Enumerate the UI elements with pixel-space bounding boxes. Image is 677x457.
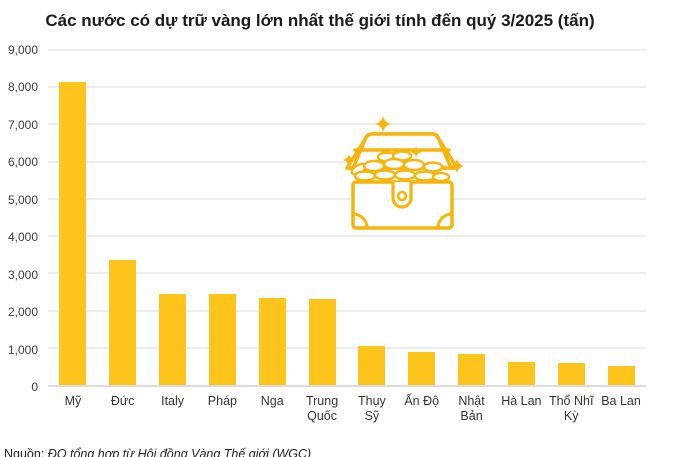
y-axis-tick-label: 8,000 [7, 80, 38, 95]
y-axis: 0 1,000 2,000 3,000 4,000 5,000 6,000 7,000 8,00… [0, 43, 48, 394]
bar-column [596, 50, 646, 385]
y-axis-tick-label: 9,000 [7, 43, 38, 57]
bar-column [48, 50, 98, 385]
bar [208, 294, 236, 385]
y-axis-tick-label: 5,000 [7, 192, 38, 207]
bar [408, 352, 436, 385]
gridline [48, 197, 646, 200]
bar-column [197, 50, 247, 385]
y-axis-tick-label: 7,000 [7, 117, 38, 132]
bar [258, 298, 286, 385]
x-axis-label: Nga [260, 394, 284, 408]
x-axis-label: Hà Lan [501, 394, 542, 408]
y-axis-tick-label: 2,000 [7, 305, 38, 320]
source-text: ĐQ tổng hợp từ Hội đồng Vàng Thế giới (W… [44, 447, 312, 457]
sparkle-icon [450, 159, 464, 173]
x-axis-label: Italy [161, 394, 185, 408]
bar [607, 365, 635, 385]
bar-column [247, 50, 297, 385]
gridline [48, 235, 646, 238]
plot-row: 0 1,000 2,000 3,000 4,000 5,000 6,000 7,000 8,00… [0, 43, 677, 394]
gridline [48, 123, 646, 126]
sparkle-icons [343, 116, 464, 173]
bar [507, 362, 535, 385]
bar-column [496, 50, 546, 385]
chart-canvas: Các nước có dự trữ vàng lớn nhất thế giớ… [0, 9, 677, 457]
bar [308, 299, 336, 385]
gold-coins-icon [350, 150, 451, 183]
x-axis-label: Ba Lan [601, 394, 641, 408]
gridline [48, 346, 646, 349]
bar [109, 260, 137, 385]
source-note: Nguồn: ĐQ tổng hợp từ Hội đồng Vàng Thế … [4, 447, 311, 457]
bar-column [546, 50, 596, 385]
bar [557, 362, 585, 385]
x-axis: Mỹ Đức Italy Pháp Nga Trung Quốc Thụy Sỹ Ấn Độ N… [0, 387, 677, 425]
y-axis-tick-label: 6,000 [7, 155, 38, 170]
sparkle-icon [410, 146, 422, 158]
x-axis-label: Pháp [207, 394, 237, 408]
bar [159, 293, 187, 385]
bar [59, 82, 87, 385]
chart-title: Các nước có dự trữ vàng lớn nhất thế giớ… [45, 11, 595, 30]
y-axis-tick-label: 1,000 [7, 342, 38, 357]
sparkle-icon [375, 116, 391, 132]
bar-column [397, 50, 447, 385]
bar-column [148, 50, 198, 385]
y-axis-tick-label: 0 [31, 380, 38, 394]
plot-area [48, 49, 646, 387]
treasure-chest-icon [341, 112, 467, 230]
gridline [48, 309, 646, 312]
x-axis-label: Nhật Bản [458, 394, 485, 424]
bar [458, 353, 486, 385]
gridline [48, 272, 646, 275]
bars-container [48, 50, 646, 385]
bar-column [447, 50, 497, 385]
sparkle-icon [343, 154, 355, 166]
y-axis-tick-label: 4,000 [7, 230, 38, 245]
bar-column [98, 50, 148, 385]
gridline [48, 49, 646, 51]
x-axis-label: Ấn Độ [404, 394, 440, 408]
x-axis-label: Mỹ [64, 394, 82, 408]
bar [358, 346, 386, 385]
x-axis-labels: Mỹ Đức Italy Pháp Nga Trung Quốc Thụy Sỹ Ấn Độ N… [48, 387, 646, 425]
x-axis-label: Thụy Sỹ [357, 394, 386, 424]
gridline [48, 86, 646, 89]
x-axis-label: Thổ Nhĩ Kỳ [548, 394, 594, 424]
x-axis-label: Đức [110, 394, 135, 408]
y-axis-tick-label: 3,000 [7, 267, 38, 282]
source-prefix: Nguồn: [4, 447, 45, 457]
x-axis-label: Trung Quốc [305, 394, 339, 424]
bar-column [347, 50, 397, 385]
bar-column [297, 50, 347, 385]
